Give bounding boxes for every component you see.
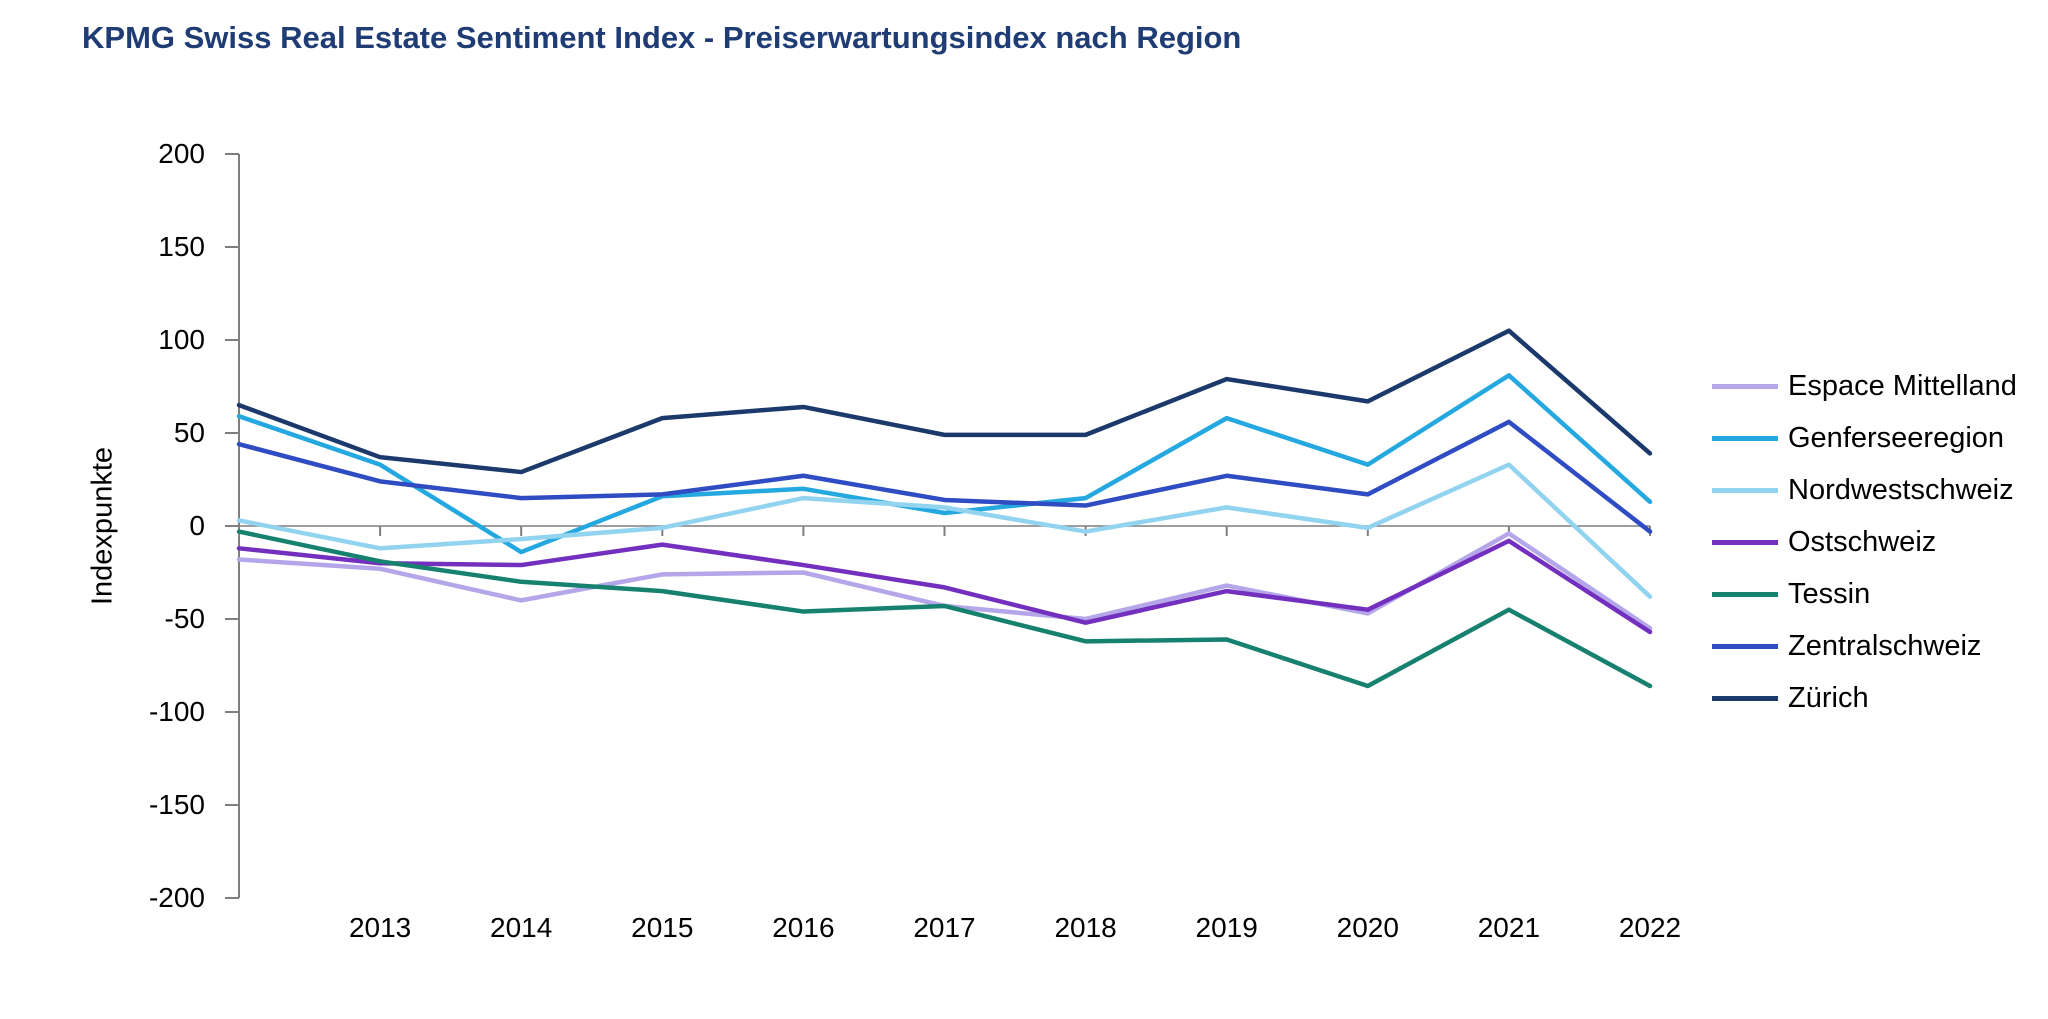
x-tick-label: 2013 (348, 912, 412, 943)
y-tick-label: 200 (158, 138, 205, 169)
legend-label: Nordwestschweiz (1788, 473, 2014, 506)
series-line-ostschweiz (236, 538, 1653, 635)
x-tick-label: 2021 (1477, 912, 1541, 943)
x-tick-label: 2014 (490, 912, 553, 943)
y-tick-label: 50 (173, 417, 205, 448)
legend-item: Nordwestschweiz (1712, 464, 2017, 516)
x-tick-label: 2022 (1618, 912, 1682, 943)
chart-legend: Espace Mittelland Genferseeregion Nordwest… (1712, 360, 2017, 724)
legend-item: Tessin (1712, 568, 2017, 620)
series-line-z-rich (236, 328, 1653, 475)
chart-title: KPMG Swiss Real Estate Sentiment Index -… (82, 20, 1242, 55)
legend-line-swatch (1712, 435, 1778, 441)
y-tick-label: -50 (164, 603, 205, 634)
legend-line-swatch (1712, 383, 1778, 389)
legend-label: Tessin (1788, 577, 1871, 610)
series-line-tessin (236, 529, 1653, 689)
y-tick-label: -100 (148, 696, 205, 727)
legend-line-swatch (1712, 539, 1778, 545)
legend-label: Zentralschweiz (1788, 629, 1982, 662)
x-tick-label: 2020 (1336, 912, 1399, 943)
legend-item: Zürich (1712, 672, 2017, 724)
series-line-genferseeregion (236, 373, 1653, 555)
x-tick-label: 2017 (913, 912, 976, 943)
legend-label: Zürich (1788, 681, 1869, 714)
x-tick-label: 2016 (772, 912, 835, 943)
legend-line-swatch (1712, 643, 1778, 649)
series-line-zentralschweiz (236, 419, 1653, 534)
legend-item: Zentralschweiz (1712, 620, 2017, 672)
y-tick-label: -150 (148, 789, 205, 820)
legend-label: Espace Mittelland (1788, 369, 2017, 402)
x-tick-label: 2015 (631, 912, 694, 943)
legend-item: Ostschweiz (1712, 516, 2017, 568)
y-tick-label: -200 (148, 882, 205, 913)
legend-line-swatch (1712, 487, 1778, 493)
legend-line-swatch (1712, 695, 1778, 701)
x-tick-label: 2019 (1195, 912, 1258, 943)
y-tick-label: 150 (158, 231, 205, 262)
series-line-espace-mittelland (236, 531, 1653, 631)
legend-item: Espace Mittelland (1712, 360, 2017, 412)
legend-line-swatch (1712, 591, 1778, 597)
series-line-nordwestschweiz (236, 462, 1653, 599)
legend-label: Genferseeregion (1788, 421, 2005, 454)
y-tick-label: 0 (189, 510, 205, 541)
legend-item: Genferseeregion (1712, 412, 2017, 464)
y-tick-label: 100 (158, 324, 205, 355)
legend-label: Ostschweiz (1788, 525, 1937, 558)
x-tick-label: 2018 (1054, 912, 1117, 943)
